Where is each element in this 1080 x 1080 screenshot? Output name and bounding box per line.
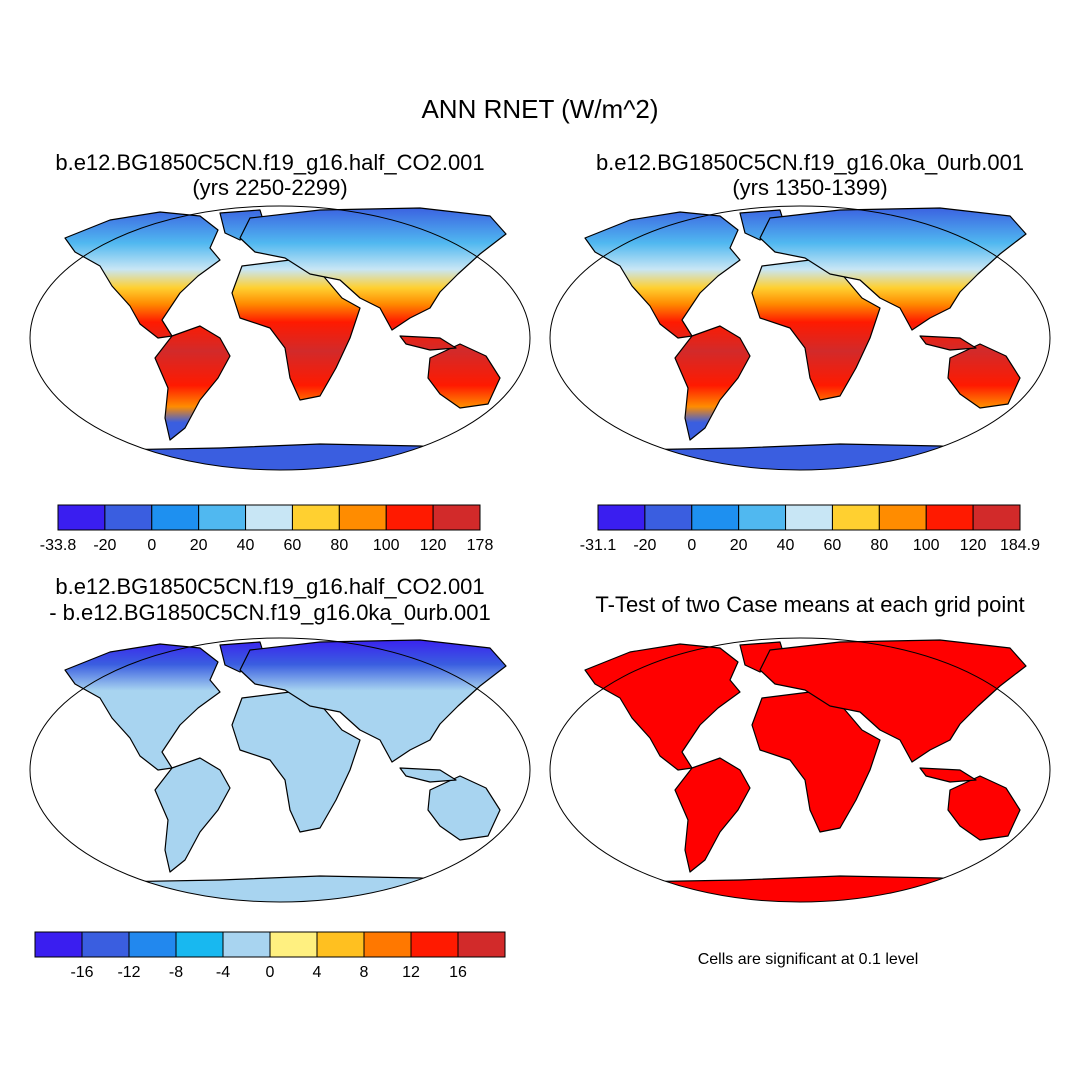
colorbar-swatch [34,931,83,958]
panel-title: b.e12.BG1850C5CN.f19_g16.half_CO2.001 [55,574,484,599]
colorbar-label: -8 [169,964,183,981]
colorbar-label: 20 [730,537,748,554]
colorbar-label: -16 [70,964,93,981]
colorbar-swatch [457,931,506,958]
colorbar-label: -20 [633,537,656,554]
colorbar-swatch [81,931,130,958]
colorbar-label: -12 [117,964,140,981]
colorbar-label: 120 [960,537,987,554]
colorbar-swatch [151,504,200,531]
colorbar-swatch [104,504,153,531]
colorbar-swatch [128,931,177,958]
colorbar-label: 184.9 [1000,537,1040,554]
colorbar-swatch [198,504,247,531]
colorbar-label: 0 [147,537,156,554]
colorbar-label: -31.1 [580,537,617,554]
colorbar-swatch [972,504,1021,531]
colorbar-label: 0 [687,537,696,554]
colorbar-label: 4 [313,964,322,981]
colorbar-swatch [385,504,434,531]
colorbar-label: -33.8 [40,537,77,554]
colorbar-label: 12 [402,964,420,981]
map [29,637,531,910]
colorbar-label: 80 [330,537,348,554]
colorbar-swatch [316,931,365,958]
colorbar-label: 80 [870,537,888,554]
colorbar-swatch [410,931,459,958]
colorbar-label: 20 [190,537,208,554]
colorbar-label: 178 [467,537,494,554]
panel-title: T-Test of two Case means at each grid po… [595,592,1024,617]
colorbar-label: 8 [360,964,369,981]
panel-title: b.e12.BG1850C5CN.f19_g16.0ka_0urb.001 [596,150,1024,175]
colorbar-swatch [925,504,974,531]
colorbar-label: 40 [777,537,795,554]
colorbar-swatch [175,931,224,958]
panel-subtitle: (yrs 1350-1399) [732,175,887,200]
colorbar-swatch [878,504,927,531]
note: Cells are significant at 0.1 level [698,951,919,968]
panel-subtitle: (yrs 2250-2299) [192,175,347,200]
colorbar-swatch [338,504,387,531]
colorbar-swatch [363,931,412,958]
colorbar-swatch [691,504,740,531]
colorbar-label: 40 [237,537,255,554]
colorbar-swatch [269,931,318,958]
panel-subtitle: - b.e12.BG1850C5CN.f19_g16.0ka_0urb.001 [49,600,491,625]
figure-title: ANN RNET (W/m^2) [421,94,658,124]
colorbar-swatch [831,504,880,531]
colorbar-swatch [57,504,106,531]
colorbar-swatch [222,931,271,958]
colorbar-label: 0 [266,964,275,981]
map [29,205,531,478]
colorbar-swatch [291,504,340,531]
colorbar-label: -20 [93,537,116,554]
colorbar-label: 100 [373,537,400,554]
colorbar-swatch [738,504,787,531]
colorbar-swatch [644,504,693,531]
colorbar-label: 60 [284,537,302,554]
colorbar-swatch [432,504,481,531]
map [549,205,1051,478]
map [549,637,1051,910]
colorbar-label: 100 [913,537,940,554]
panel-title: b.e12.BG1850C5CN.f19_g16.half_CO2.001 [55,150,484,175]
colorbar-label: -4 [216,964,230,981]
colorbar-label: 120 [420,537,447,554]
colorbar-label: 60 [824,537,842,554]
colorbar-label: 16 [449,964,467,981]
colorbar-swatch [785,504,833,531]
colorbar-swatch [597,504,646,531]
colorbar-swatch [245,504,293,531]
